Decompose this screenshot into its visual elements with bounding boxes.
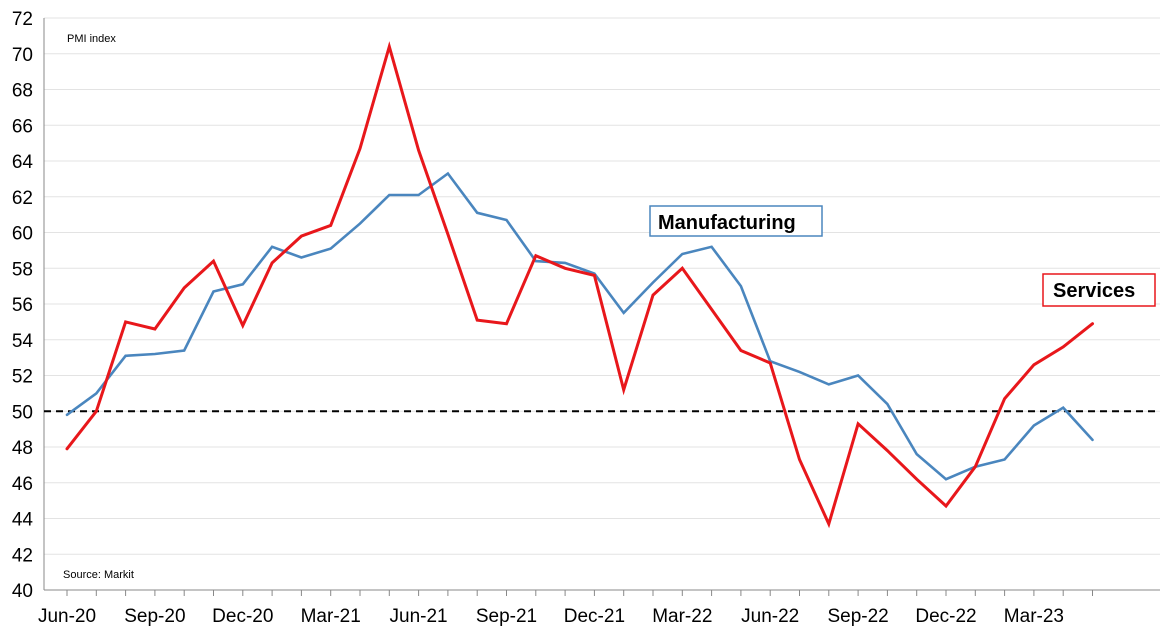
x-tick-label-Mar-23: Mar-23 (1004, 606, 1064, 627)
source-note: Source: Markit (63, 569, 134, 581)
legend-manufacturing-label: Manufacturing (658, 212, 796, 234)
y-tick-label-52: 52 (12, 367, 33, 388)
y-tick-label-70: 70 (12, 45, 33, 66)
x-tick-label-Jun-21: Jun-21 (390, 606, 448, 627)
legend-services: Services (1042, 273, 1156, 307)
y-tick-label-50: 50 (12, 402, 33, 423)
y-tick-label-66: 66 (12, 116, 33, 137)
x-tick-label-Mar-21: Mar-21 (301, 606, 361, 627)
series-line-services (65, 41, 1094, 529)
x-tick-label-Dec-21: Dec-21 (564, 606, 625, 627)
x-tick-label-Sep-21: Sep-21 (476, 606, 537, 627)
y-tick-label-54: 54 (12, 331, 34, 352)
y-tick-label-46: 46 (12, 474, 33, 495)
x-tick-label-Mar-22: Mar-22 (652, 606, 712, 627)
x-tick-label-Jun-20: Jun-20 (38, 606, 96, 627)
gridlines (44, 17, 1160, 555)
tick-labels: 40 42 44 46 48 50 52 54 56 58 60 62 64 66 68 70 72 Jun-20… (12, 9, 1064, 627)
y-tick-label-62: 62 (12, 188, 33, 209)
x-tick-label-Sep-20: Sep-20 (124, 606, 185, 627)
series-lines (65, 41, 1094, 529)
y-tick-label-64: 64 (12, 152, 34, 173)
y-tick-label-48: 48 (12, 438, 33, 459)
y-tick-label-44: 44 (12, 510, 34, 531)
legend-manufacturing: Manufacturing (649, 205, 823, 237)
legend-services-label: Services (1053, 280, 1135, 302)
y-axis-label: PMI index (67, 33, 116, 45)
axes (43, 18, 1160, 596)
legend-services-box (1042, 273, 1156, 307)
y-tick-label-40: 40 (12, 581, 33, 602)
y-tick-label-68: 68 (12, 81, 33, 102)
series-line-manufacturing (65, 171, 1094, 481)
x-tick-label-Jun-22: Jun-22 (741, 606, 799, 627)
y-tick-label-60: 60 (12, 224, 33, 245)
y-tick-label-58: 58 (12, 259, 33, 280)
x-tick-label-Dec-20: Dec-20 (212, 606, 273, 627)
x-tick-label-Dec-22: Dec-22 (915, 606, 976, 627)
x-tick-label-Sep-22: Sep-22 (827, 606, 888, 627)
y-tick-label-72: 72 (12, 9, 33, 30)
legend-manufacturing-box (649, 205, 823, 237)
y-tick-label-42: 42 (12, 545, 33, 566)
y-tick-label-56: 56 (12, 295, 33, 316)
